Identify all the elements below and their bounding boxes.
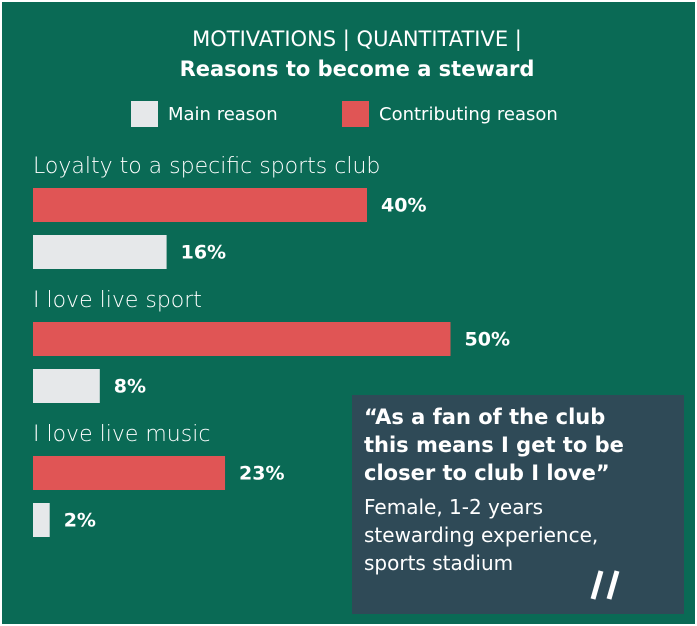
quote-line: stewarding experience, — [364, 523, 599, 547]
quote-box: “As a fan of the club this means I get to… — [352, 395, 684, 614]
quote-source: Female, 1-2 years stewarding experience, s… — [364, 493, 672, 577]
category-label: Loyalty to a specific sports club — [33, 154, 380, 179]
value-label: 2% — [64, 510, 96, 532]
quote: “As a fan of the club this means I get to… — [364, 403, 672, 487]
legend-swatch — [342, 101, 369, 127]
quote-line: this means I get to be — [364, 433, 624, 457]
chart-title: MOTIVATIONS | QUANTITATIVE | — [192, 27, 522, 52]
bar — [33, 235, 167, 269]
category-label: I love live music — [33, 422, 210, 447]
quote-line: Female, 1-2 years — [364, 495, 544, 519]
value-label: 8% — [114, 376, 146, 398]
bar — [33, 188, 367, 222]
bar — [33, 456, 226, 490]
legend-label: Contributing reason — [379, 104, 558, 125]
value-label: 50% — [465, 329, 510, 351]
quote-mark — [590, 570, 620, 600]
quote-line: “As a fan of the club — [364, 405, 606, 429]
value-label: 16% — [181, 242, 226, 264]
bar — [33, 322, 451, 356]
quote-line: sports stadium — [364, 551, 514, 575]
bar — [33, 503, 50, 537]
quote-line: closer to club I love” — [364, 461, 610, 485]
legend-label: Main reason — [168, 104, 278, 125]
value-label: 23% — [239, 463, 284, 485]
chart-subtitle: Reasons to become a steward — [180, 57, 535, 81]
legend-swatch — [131, 101, 158, 127]
bar — [33, 369, 100, 403]
value-label: 40% — [381, 195, 426, 217]
category-label: I love live sport — [33, 288, 202, 313]
